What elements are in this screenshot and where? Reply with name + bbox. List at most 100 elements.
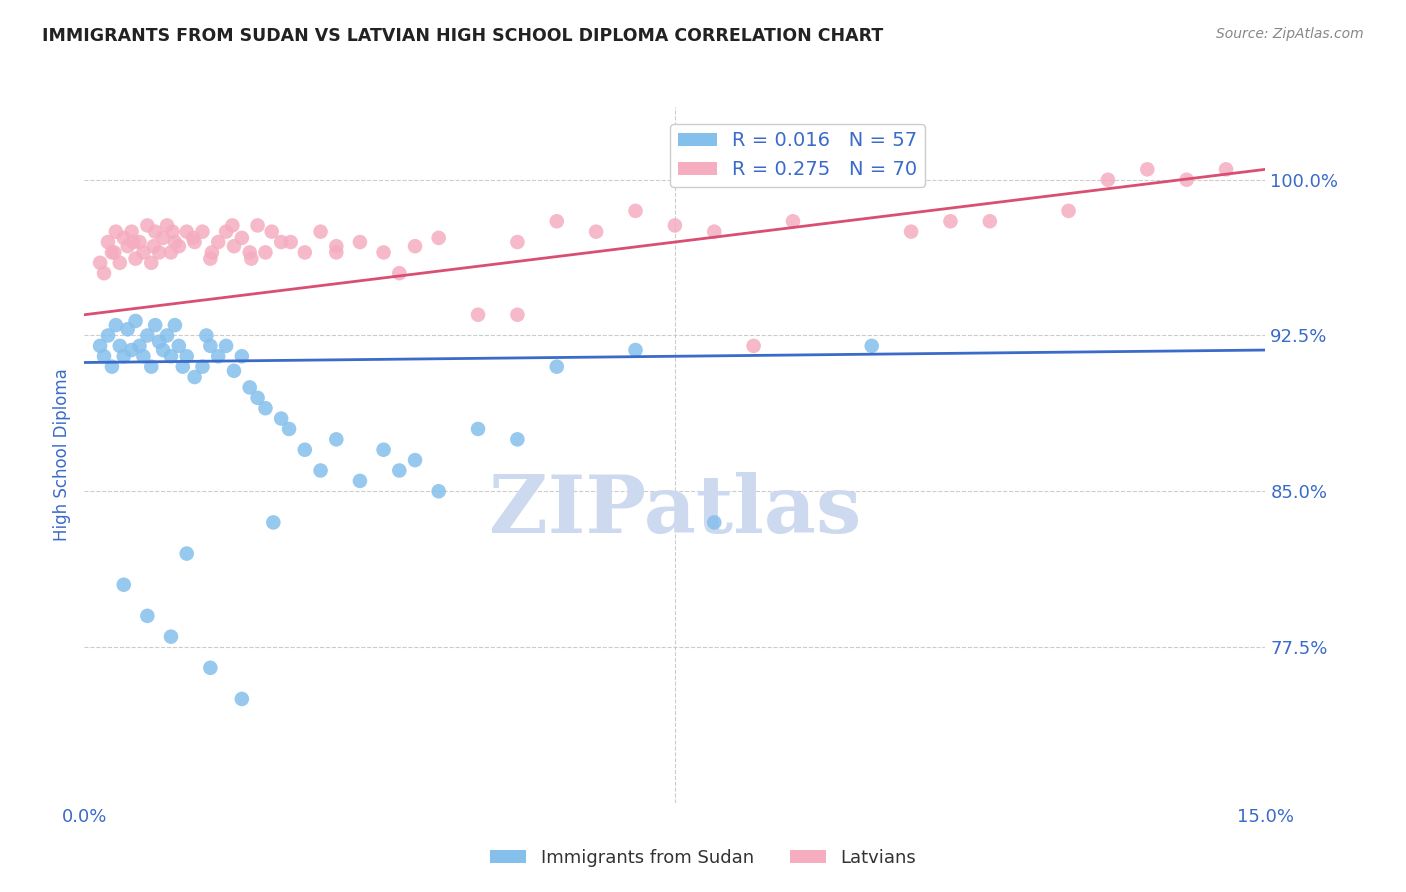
Text: IMMIGRANTS FROM SUDAN VS LATVIAN HIGH SCHOOL DIPLOMA CORRELATION CHART: IMMIGRANTS FROM SUDAN VS LATVIAN HIGH SC… [42, 27, 883, 45]
Point [117, 239, 139, 253]
Point [172, 359, 194, 374]
Point [373, 442, 395, 457]
Point [181, 231, 204, 245]
Point [939, 214, 962, 228]
Point [97, 235, 120, 249]
Point [93, 349, 115, 363]
Legend: R = 0.016   N = 57, R = 0.275   N = 70: R = 0.016 N = 57, R = 0.275 N = 70 [669, 124, 925, 187]
Point [260, 225, 283, 239]
Point [191, 225, 214, 239]
Point [141, 256, 163, 270]
Point [183, 370, 205, 384]
Point [167, 239, 190, 253]
Point [278, 422, 301, 436]
Point [156, 328, 179, 343]
Point [101, 245, 124, 260]
Legend: Immigrants from Sudan, Latvians: Immigrants from Sudan, Latvians [482, 842, 924, 874]
Point [246, 391, 269, 405]
Point [373, 245, 395, 260]
Point [108, 339, 131, 353]
Point [742, 339, 765, 353]
Point [703, 225, 725, 239]
Point [160, 245, 183, 260]
Point [122, 235, 145, 249]
Point [162, 225, 184, 239]
Point [239, 380, 262, 394]
Point [128, 339, 150, 353]
Point [160, 349, 183, 363]
Point [546, 214, 568, 228]
Point [103, 245, 125, 260]
Point [349, 474, 371, 488]
Point [163, 235, 186, 249]
Point [200, 339, 222, 353]
Point [1175, 172, 1198, 186]
Point [270, 235, 292, 249]
Point [148, 334, 170, 349]
Point [93, 266, 115, 280]
Point [703, 516, 725, 530]
Point [167, 339, 190, 353]
Point [325, 433, 347, 447]
Point [142, 239, 165, 253]
Point [325, 245, 347, 260]
Point [506, 308, 529, 322]
Point [89, 339, 111, 353]
Point [506, 235, 529, 249]
Point [176, 349, 198, 363]
Point [89, 256, 111, 270]
Point [294, 245, 316, 260]
Point [404, 453, 426, 467]
Point [201, 245, 224, 260]
Y-axis label: High School Diploma: High School Diploma [53, 368, 72, 541]
Point [176, 225, 198, 239]
Point [309, 463, 332, 477]
Point [124, 252, 146, 266]
Point [349, 235, 371, 249]
Point [183, 235, 205, 249]
Point [427, 231, 450, 245]
Point [254, 245, 277, 260]
Point [427, 484, 450, 499]
Point [200, 252, 222, 266]
Point [1215, 162, 1237, 177]
Point [112, 578, 135, 592]
Point [143, 225, 166, 239]
Point [136, 328, 159, 343]
Point [1097, 172, 1119, 186]
Point [404, 239, 426, 253]
Point [782, 214, 804, 228]
Point [388, 463, 411, 477]
Point [132, 349, 155, 363]
Point [132, 245, 155, 260]
Point [176, 547, 198, 561]
Point [207, 235, 229, 249]
Point [900, 225, 922, 239]
Point [163, 318, 186, 332]
Point [1057, 203, 1080, 218]
Point [104, 225, 127, 239]
Point [294, 442, 316, 457]
Point [1136, 162, 1159, 177]
Point [148, 245, 170, 260]
Point [200, 661, 222, 675]
Point [240, 252, 263, 266]
Point [101, 359, 124, 374]
Point [585, 225, 607, 239]
Point [156, 219, 179, 233]
Point [112, 349, 135, 363]
Point [239, 245, 262, 260]
Point [136, 608, 159, 623]
Point [325, 239, 347, 253]
Point [152, 231, 174, 245]
Point [160, 630, 183, 644]
Point [117, 322, 139, 336]
Point [664, 219, 686, 233]
Point [222, 239, 245, 253]
Point [860, 339, 883, 353]
Point [467, 308, 489, 322]
Point [152, 343, 174, 357]
Point [136, 219, 159, 233]
Point [467, 422, 489, 436]
Point [141, 359, 163, 374]
